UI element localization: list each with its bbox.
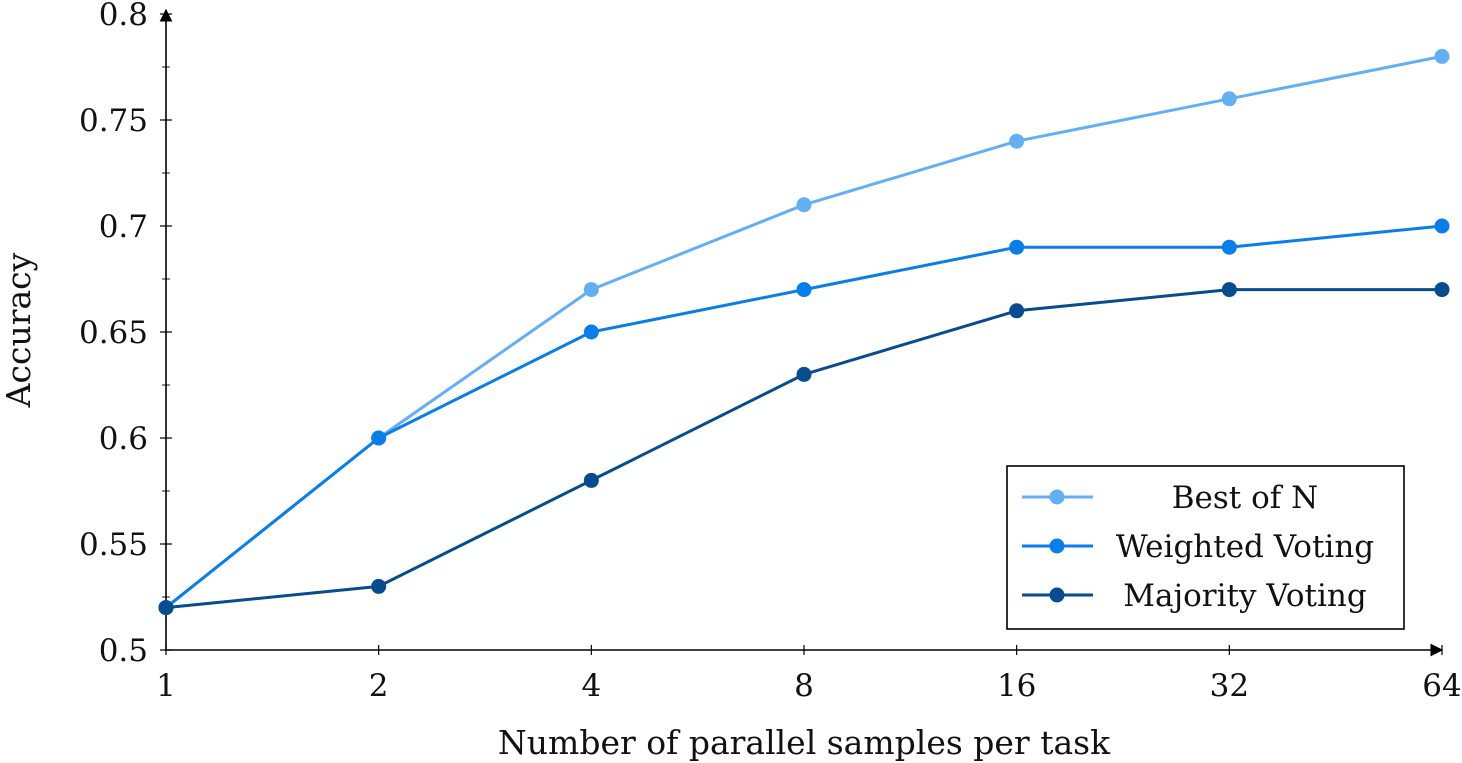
data-point [796, 282, 812, 298]
legend-item: Best of N [1022, 480, 1318, 516]
x-tick-label: 8 [794, 668, 814, 704]
y-tick-label: 0.8 [99, 0, 148, 33]
legend-item: Majority Voting [1022, 578, 1367, 614]
x-axis-title: Number of parallel samples per task [498, 723, 1111, 762]
data-point [371, 430, 387, 446]
y-tick-label: 0.6 [99, 421, 148, 457]
x-tick-label: 32 [1210, 668, 1249, 704]
y-tick-label: 0.5 [99, 633, 148, 669]
data-point [1009, 303, 1025, 319]
x-tick-label: 4 [581, 668, 601, 704]
data-point [1434, 218, 1450, 234]
series-layer [158, 48, 1450, 616]
data-point [583, 324, 599, 340]
y-tick-label: 0.75 [79, 103, 148, 139]
x-tick-label: 64 [1422, 668, 1461, 704]
y-tick-label: 0.65 [79, 315, 148, 351]
data-point [1221, 239, 1237, 255]
y-axis-title: Accuracy [0, 252, 38, 408]
y-tick-label: 0.55 [79, 527, 148, 563]
legend: Best of N Weighted Voting Majority Voting [1006, 465, 1405, 630]
data-point [1009, 239, 1025, 255]
x-tick-label: 16 [997, 668, 1036, 704]
x-ticks: 1 2 4 8 16 32 64 [156, 645, 1462, 704]
legend-swatch-marker [1049, 587, 1065, 603]
legend-label: Majority Voting [1123, 578, 1366, 614]
data-point [371, 578, 387, 594]
data-point [1221, 282, 1237, 298]
legend-label: Best of N [1172, 480, 1318, 516]
data-point [1434, 48, 1450, 64]
data-point [1434, 282, 1450, 298]
data-point [1009, 133, 1025, 149]
x-tick-label: 2 [369, 668, 389, 704]
data-point [1221, 91, 1237, 107]
series-1 [158, 218, 1450, 616]
legend-swatch-marker [1049, 489, 1065, 505]
legend-label: Weighted Voting [1116, 529, 1374, 565]
legend-swatch-marker [1049, 538, 1065, 554]
y-ticks: 0.5 0.55 0.6 0.65 0.7 0.75 0.8 [79, 0, 172, 669]
x-tick-label: 1 [156, 668, 176, 704]
series-2 [158, 282, 1450, 616]
legend-item: Weighted Voting [1022, 529, 1374, 565]
data-point [796, 366, 812, 382]
y-tick-label: 0.7 [99, 209, 148, 245]
data-point [158, 600, 174, 616]
data-point [796, 197, 812, 213]
data-point [583, 472, 599, 488]
data-point [583, 282, 599, 298]
